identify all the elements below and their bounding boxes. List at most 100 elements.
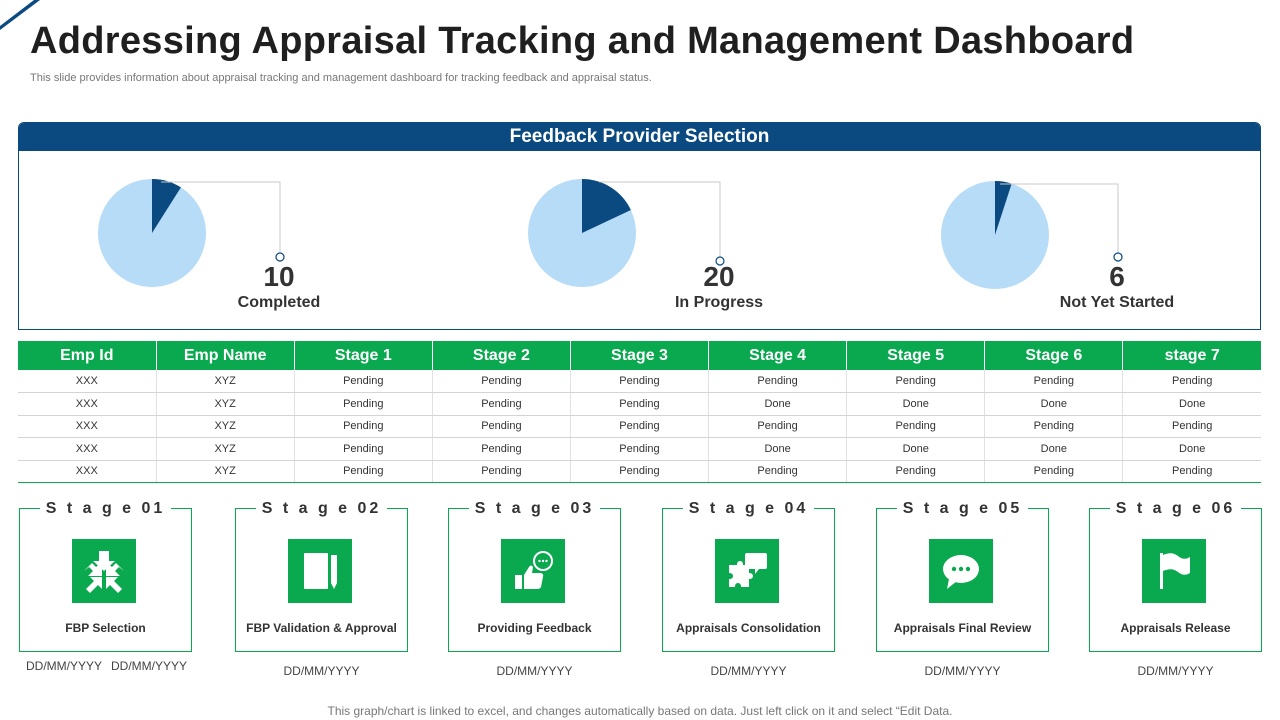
column-header: Emp Id (18, 341, 157, 370)
table-row: XXX XYZ Pending Pending Pending Done Done Done D… (18, 437, 1261, 461)
column-header: Stage 2 (432, 341, 571, 370)
feedback-panel: Feedback Provider Selection 10 Completed… (18, 122, 1261, 330)
stage-title: S t a g e 06 (1109, 500, 1242, 517)
stage-card-03[interactable]: S t a g e 03 Providing Feedback (448, 500, 621, 652)
stage-card-06[interactable]: S t a g e 06 Appraisals Release (1089, 500, 1262, 652)
stage-01-start-date: DD/MM/YYYY (26, 659, 103, 673)
pie-charts[interactable] (19, 123, 1262, 331)
stage-06-date: DD/MM/YYYY (1137, 664, 1214, 678)
table-cell: Pending (1122, 460, 1261, 483)
in-progress-value: 20 (703, 261, 735, 292)
pie-highlight-slice (582, 179, 631, 233)
table-cell: XYZ (156, 415, 295, 438)
page-subtitle: This slide provides information about ap… (30, 72, 652, 84)
table-cell: Done (1122, 392, 1261, 416)
table-cell: Done (846, 392, 986, 416)
speech-bubble-icon (929, 539, 993, 603)
table-cell: Done (984, 392, 1124, 416)
table-cell: Pending (432, 415, 571, 438)
employee-stage-table: Emp Id Emp Name Stage 1 Stage 2 Stage 3 Stage… (18, 341, 1261, 483)
table-cell: Pending (846, 415, 986, 438)
stage-card-05[interactable]: S t a g e 05 Appraisals Final Review (876, 500, 1049, 652)
column-header: stage 7 (1122, 341, 1261, 370)
table-cell: Pending (570, 437, 710, 461)
stage-name: FBP Selection (65, 621, 146, 635)
column-header: Stage 5 (846, 341, 986, 370)
page-title: Addressing Appraisal Tracking and Manage… (30, 20, 1135, 62)
flag-icon (1142, 539, 1206, 603)
column-header: Stage 4 (708, 341, 848, 370)
pie-highlight-slice (152, 179, 181, 233)
table-cell: Done (1122, 437, 1261, 461)
table-cell: Pending (708, 415, 848, 438)
corner-accent (0, 0, 40, 30)
table-row: XXX XYZ Pending Pending Pending Done Done Done D… (18, 392, 1261, 416)
column-header: Stage 3 (570, 341, 710, 370)
table-cell: XYZ (156, 460, 295, 483)
table-cell: Pending (984, 460, 1124, 483)
not-started-value: 6 (1109, 261, 1125, 292)
table-cell: Pending (570, 392, 710, 416)
table-row: XXX XYZ Pending Pending Pending Pending Pendin… (18, 370, 1261, 393)
table-cell: Pending (984, 370, 1124, 393)
table-cell: XYZ (156, 370, 295, 393)
stage-title: S t a g e 02 (255, 500, 388, 517)
stage-card-02[interactable]: S t a g e 02 FBP Validation & Approval (235, 500, 408, 652)
pie-connector-dot (1113, 252, 1123, 262)
pie-highlight-slice (995, 181, 1012, 235)
not-started-label: Not Yet Started (1059, 294, 1175, 311)
table-row: XXX XYZ Pending Pending Pending Pending Pendin… (18, 460, 1261, 483)
table-cell: XYZ (156, 437, 295, 461)
table-cell: Pending (294, 415, 433, 438)
column-header: Emp Name (156, 341, 295, 370)
stage-name: Appraisals Final Review (893, 621, 1032, 635)
pie-connector-line (1000, 183, 1119, 253)
completed-value: 10 (263, 261, 295, 292)
stage-title: S t a g e 05 (896, 500, 1029, 517)
table-row: XXX XYZ Pending Pending Pending Pending Pendin… (18, 415, 1261, 438)
footer-note: This graph/chart is linked to excel, and… (327, 704, 953, 718)
stage-02-date: DD/MM/YYYY (283, 664, 360, 678)
table-cell: XXX (18, 370, 157, 393)
thumbs-up-chat-icon (501, 539, 565, 603)
table-cell: Done (984, 437, 1124, 461)
table-cell: XXX (18, 415, 157, 438)
table-cell: Done (708, 437, 848, 461)
column-header: Stage 6 (984, 341, 1124, 370)
table-cell: XXX (18, 437, 157, 461)
column-header: Stage 1 (294, 341, 433, 370)
stage-04-date: DD/MM/YYYY (710, 664, 787, 678)
stage-title: S t a g e 01 (39, 500, 172, 517)
table-cell: XYZ (156, 392, 295, 416)
stage-name: FBP Validation & Approval (246, 621, 397, 635)
table-cell: Pending (1122, 370, 1261, 393)
table-cell: Pending (570, 415, 710, 438)
stage-03-date: DD/MM/YYYY (496, 664, 573, 678)
stage-card-04[interactable]: S t a g e 04 Appraisals Consolidation (662, 500, 835, 652)
panel-title: Feedback Provider Selection (19, 123, 1260, 151)
arrows-converge-icon (72, 539, 136, 603)
stage-title: S t a g e 04 (682, 500, 815, 517)
completed-label: Completed (237, 294, 321, 311)
table-cell: Pending (570, 370, 710, 393)
puzzle-chat-icon (715, 539, 779, 603)
stage-01-end-date: DD/MM/YYYY (111, 659, 188, 673)
table-cell: Pending (294, 392, 433, 416)
stage-title: S t a g e 03 (468, 500, 601, 517)
stage-card-01[interactable]: S t a g e 01 FBP Selection (19, 500, 192, 652)
table-cell: Pending (432, 370, 571, 393)
pie-connector-line (161, 181, 281, 253)
pie-connector-dot (275, 252, 285, 262)
table-cell: Pending (846, 460, 986, 483)
stage-name: Appraisals Consolidation (676, 621, 821, 635)
table-cell: Pending (984, 415, 1124, 438)
table-cell: Pending (294, 437, 433, 461)
table-cell: Pending (1122, 415, 1261, 438)
table-cell: Done (708, 392, 848, 416)
pie-connector-dot (715, 256, 725, 266)
table-cell: Pending (432, 460, 571, 483)
pie-connector-line (599, 181, 721, 257)
table-cell: Pending (294, 460, 433, 483)
table-cell: Pending (708, 460, 848, 483)
in-progress-label: In Progress (674, 294, 764, 311)
